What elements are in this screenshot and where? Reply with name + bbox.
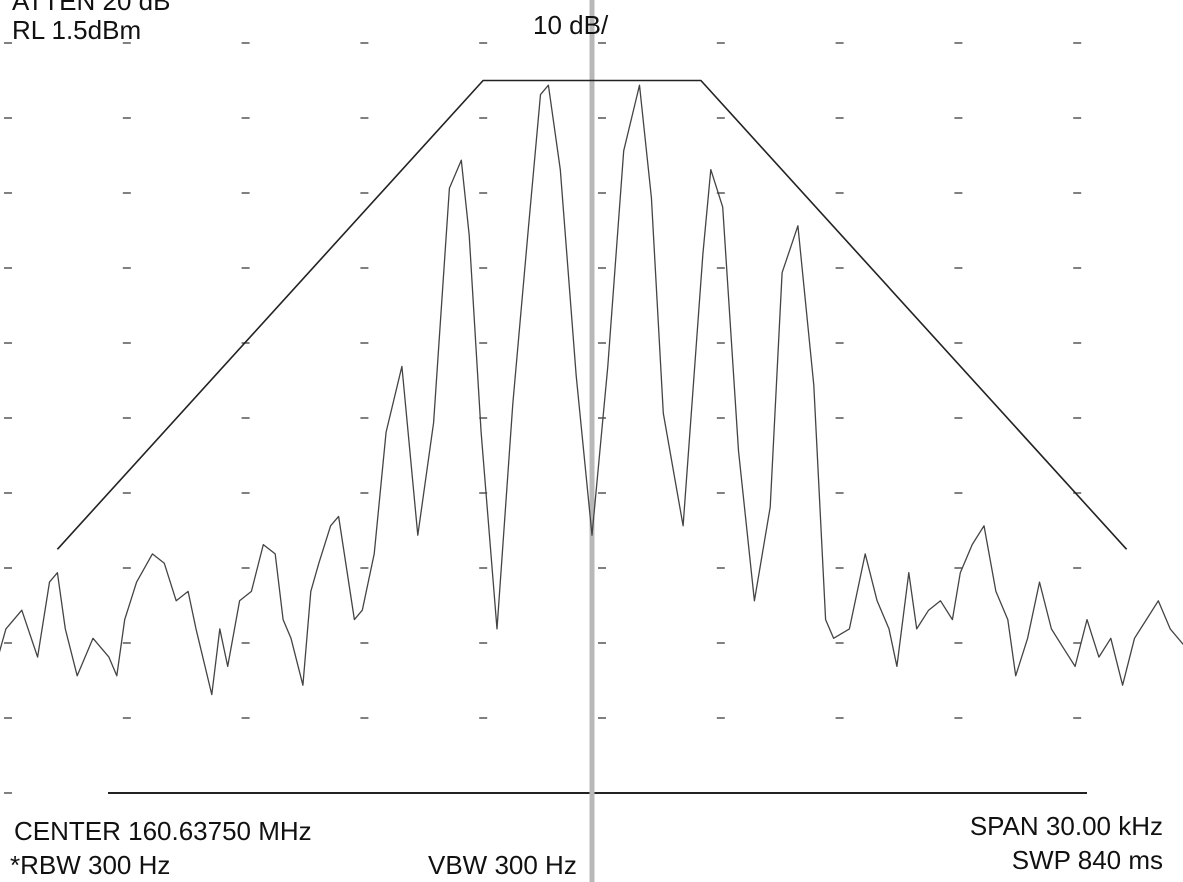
- sweep-time-readout: SWP 840 ms: [1011, 845, 1163, 875]
- reference-level-readout: RL 1.5dBm: [12, 15, 142, 45]
- attenuation-readout: ATTEN 20 dB: [12, 0, 171, 16]
- scale-readout: 10 dB/: [533, 10, 609, 40]
- center-frequency-readout: CENTER 160.63750 MHz: [14, 816, 312, 846]
- vbw-readout: VBW 300 Hz: [428, 850, 577, 880]
- span-readout: SPAN 30.00 kHz: [969, 811, 1163, 841]
- spectrum-trace: [0, 84, 1183, 696]
- graticule: [4, 42, 1082, 794]
- rbw-readout: *RBW 300 Hz: [10, 850, 171, 880]
- mask-limit-line: [56, 79, 1128, 550]
